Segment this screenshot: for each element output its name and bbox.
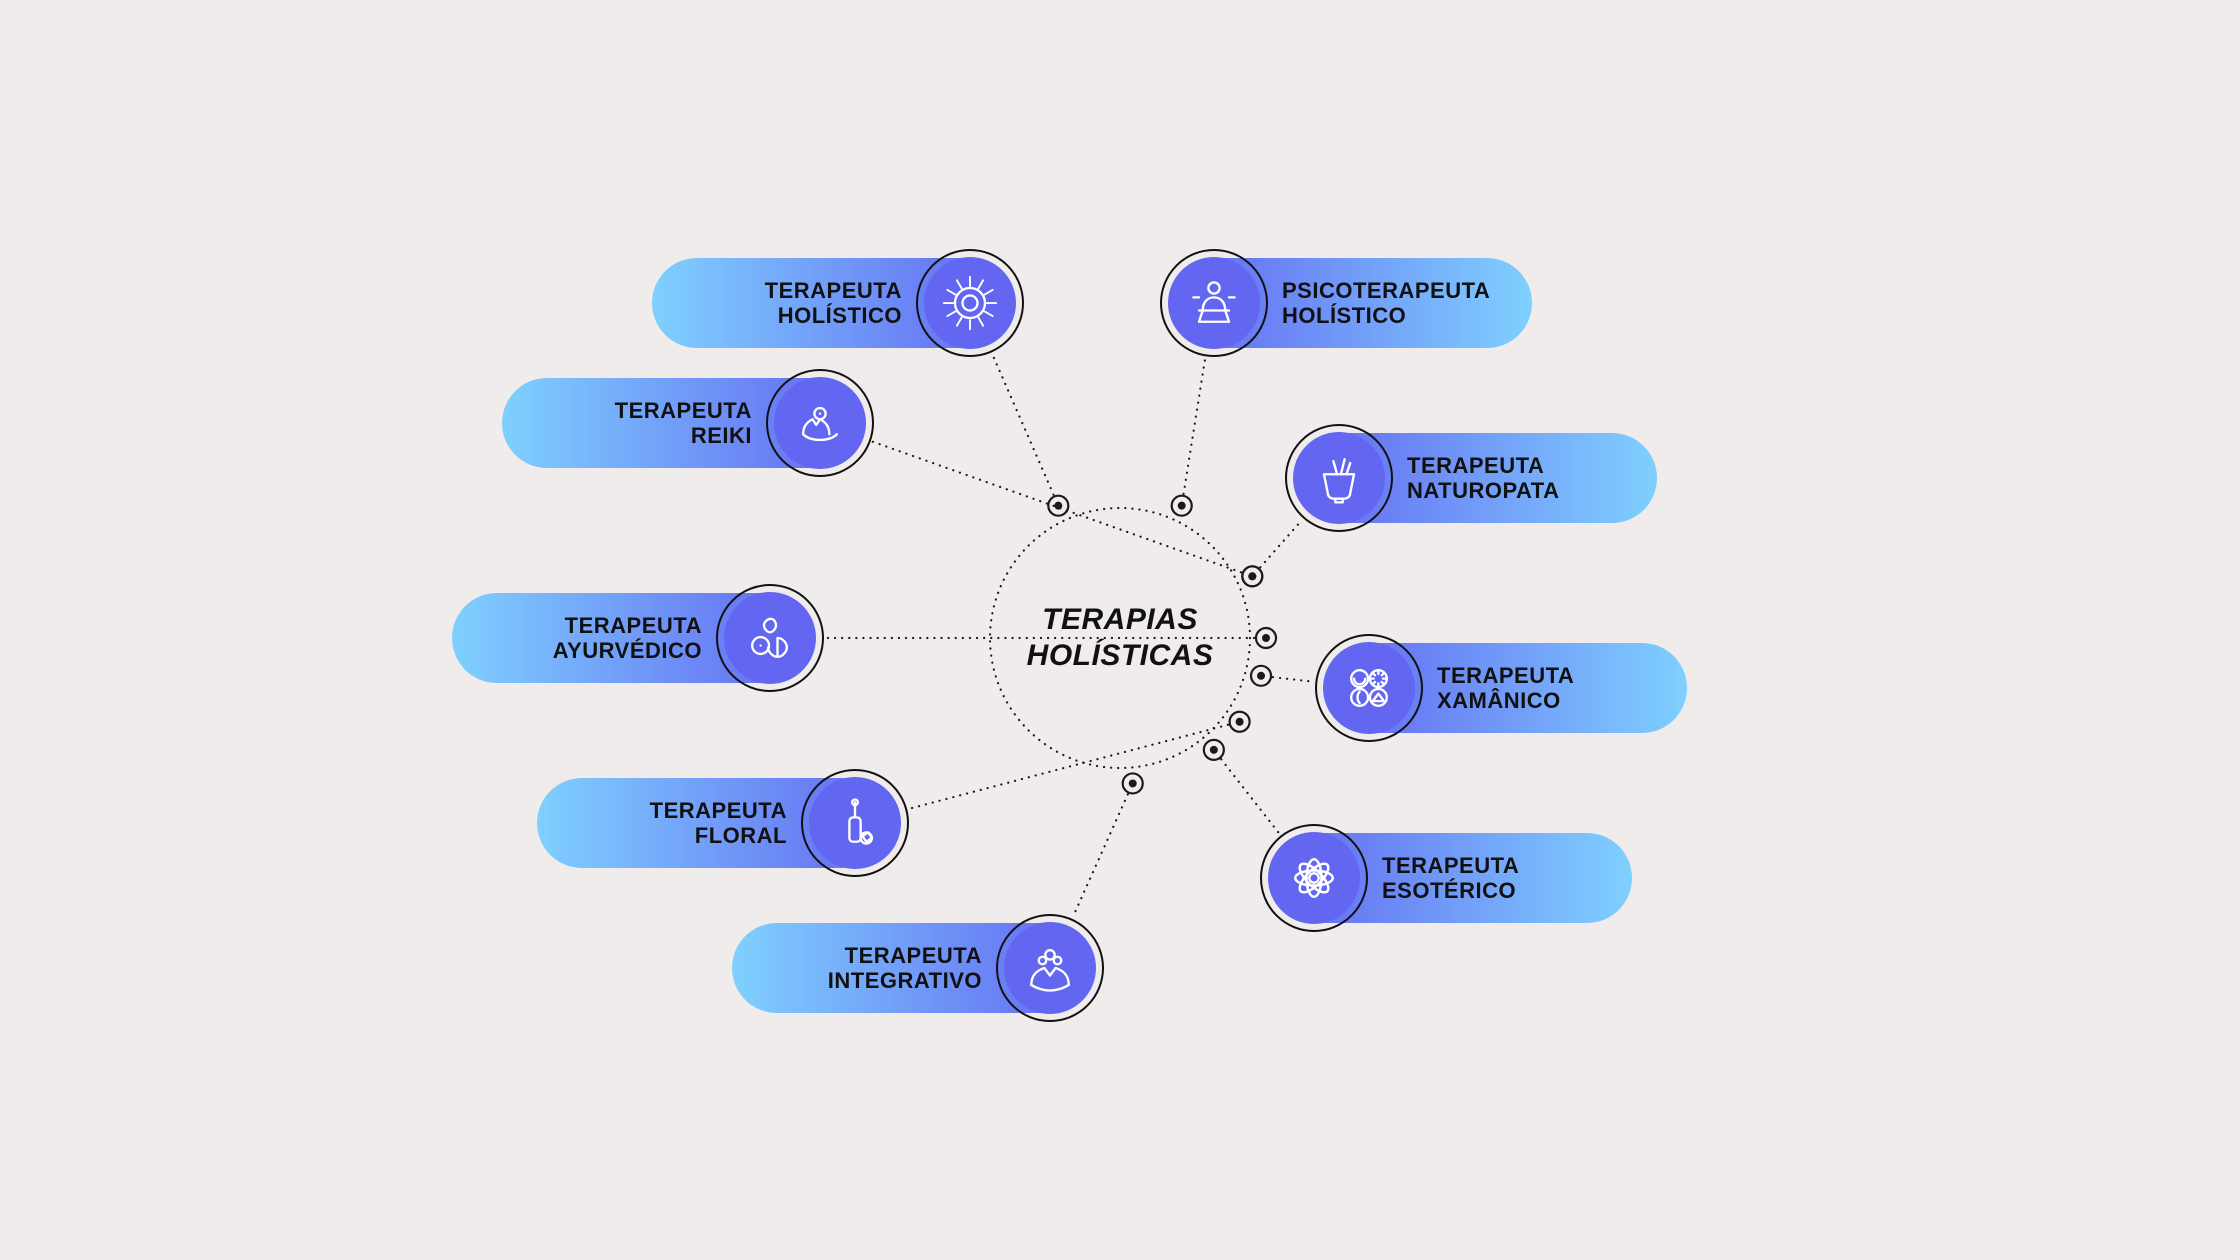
node-label-line1: TERAPEUTA	[565, 613, 702, 638]
psico-icon	[1160, 249, 1268, 357]
node-label: TERAPEUTANATUROPATA	[1407, 453, 1559, 504]
integrativo-icon	[996, 914, 1104, 1022]
ayurvedico-icon	[716, 584, 824, 692]
node-label: PSICOTERAPEUTAHOLÍSTICO	[1282, 278, 1490, 329]
node-naturopata: TERAPEUTANATUROPATA	[1297, 433, 1657, 523]
esoterico-icon	[1260, 824, 1368, 932]
node-xamanico: TERAPEUTAXAMÂNICO	[1327, 643, 1687, 733]
node-label-line1: TERAPEUTA	[845, 943, 982, 968]
node-label-line1: TERAPEUTA	[765, 278, 902, 303]
node-label-line1: TERAPEUTA	[615, 398, 752, 423]
node-holistico: TERAPEUTAHOLÍSTICO	[652, 258, 1012, 348]
node-esoterico: TERAPEUTAESOTÉRICO	[1272, 833, 1632, 923]
node-label-line1: TERAPEUTA	[650, 798, 787, 823]
node-label-line1: TERAPEUTA	[1407, 453, 1544, 478]
node-label-line2: HOLÍSTICO	[778, 303, 902, 328]
node-label: TERAPEUTAESOTÉRICO	[1382, 853, 1519, 904]
node-label-line2: NATUROPATA	[1407, 478, 1559, 503]
node-psico: PSICOTERAPEUTAHOLÍSTICO	[1172, 258, 1532, 348]
node-label: TERAPEUTAREIKI	[615, 398, 752, 449]
node-label-line2: AYURVÉDICO	[553, 638, 702, 663]
node-ayurvedico: TERAPEUTAAYURVÉDICO	[452, 593, 812, 683]
xamanico-icon	[1315, 634, 1423, 742]
node-label: TERAPEUTAFLORAL	[650, 798, 787, 849]
node-label-line1: PSICOTERAPEUTA	[1282, 278, 1490, 303]
node-label-line2: XAMÂNICO	[1437, 688, 1561, 713]
center-title: TERAPIAS HOLÍSTICAS	[1027, 602, 1214, 674]
diagram-stage: TERAPIAS HOLÍSTICAS TERAPEUTAHOLÍSTICOTE…	[352, 198, 1888, 1062]
node-label: TERAPEUTAXAMÂNICO	[1437, 663, 1574, 714]
node-floral: TERAPEUTAFLORAL	[537, 778, 897, 868]
node-label-line1: TERAPEUTA	[1437, 663, 1574, 688]
holistico-icon	[916, 249, 1024, 357]
floral-icon	[801, 769, 909, 877]
node-label-line2: ESOTÉRICO	[1382, 878, 1516, 903]
reiki-icon	[766, 369, 874, 477]
node-label: TERAPEUTAAYURVÉDICO	[553, 613, 702, 664]
center-title-line2: HOLÍSTICAS	[1027, 639, 1214, 672]
node-integrativo: TERAPEUTAINTEGRATIVO	[732, 923, 1092, 1013]
node-label: TERAPEUTAINTEGRATIVO	[828, 943, 982, 994]
node-label: TERAPEUTAHOLÍSTICO	[765, 278, 902, 329]
naturopata-icon	[1285, 424, 1393, 532]
node-reiki: TERAPEUTAREIKI	[502, 378, 862, 468]
node-label-line2: REIKI	[691, 423, 752, 448]
node-label-line1: TERAPEUTA	[1382, 853, 1519, 878]
node-label-line2: HOLÍSTICO	[1282, 303, 1406, 328]
center-title-line1: TERAPIAS	[1042, 603, 1198, 636]
node-label-line2: INTEGRATIVO	[828, 968, 982, 993]
node-label-line2: FLORAL	[695, 823, 787, 848]
